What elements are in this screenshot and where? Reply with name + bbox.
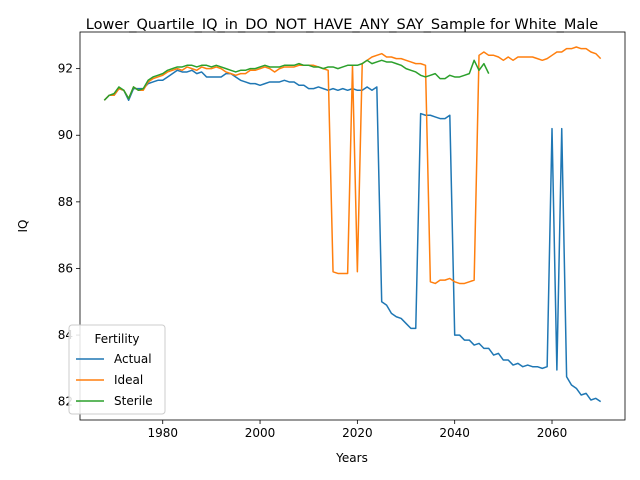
plot-frame bbox=[79, 31, 626, 421]
x-tick-label: 2000 bbox=[245, 426, 276, 440]
legend-title: Fertility bbox=[94, 332, 139, 346]
x-tick-label: 1980 bbox=[147, 426, 178, 440]
legend: Fertility Actual Ideal Sterile bbox=[68, 324, 166, 415]
x-axis-label: Years bbox=[335, 451, 368, 465]
series-line-sterile bbox=[103, 59, 490, 101]
x-tick-label: 2060 bbox=[537, 426, 568, 440]
x-tick-label: 2020 bbox=[342, 426, 373, 440]
y-tick-label: 90 bbox=[58, 128, 73, 142]
y-tick-label: 86 bbox=[58, 261, 73, 275]
series-layer bbox=[103, 46, 602, 403]
chart-title: Lower_Quartile_IQ_in_DO_NOT_HAVE_ANY_SAY… bbox=[86, 17, 598, 33]
y-tick-label: 92 bbox=[58, 62, 73, 76]
legend-label-sterile: Sterile bbox=[114, 394, 153, 408]
x-tick-label: 2040 bbox=[439, 426, 470, 440]
legend-label-actual: Actual bbox=[114, 352, 152, 366]
y-tick-label: 88 bbox=[58, 195, 73, 209]
y-axis-label: IQ bbox=[16, 220, 30, 233]
legend-box bbox=[68, 324, 166, 415]
legend-label-ideal: Ideal bbox=[114, 373, 143, 387]
x-axis: 1980 2000 2020 2040 2060 bbox=[147, 420, 567, 440]
